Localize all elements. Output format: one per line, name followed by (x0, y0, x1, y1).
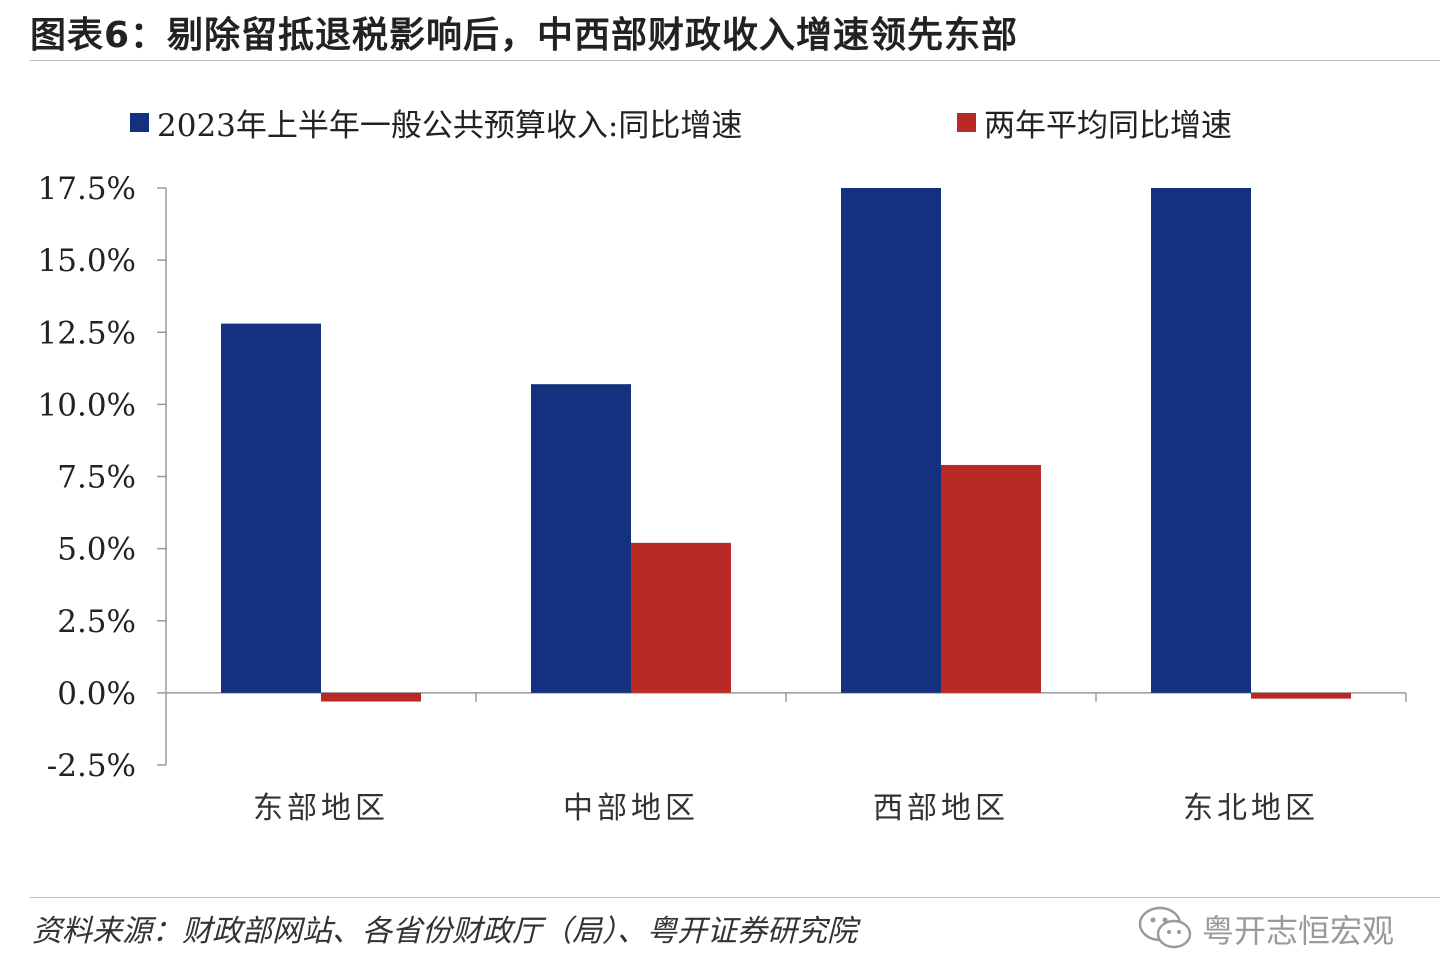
x-category-label: 东部地区 (253, 791, 389, 826)
bar-chart: 17.5% 15.0% 12.5% 10.0% 7.5% 5.0% 2.5% 0.0% -2.5… (38, 171, 1407, 826)
wechat-icon (1138, 906, 1192, 949)
legend-item-series-2: 两年平均同比增速 (957, 100, 1232, 144)
bar-series-1 (841, 188, 941, 693)
y-tick-label: -2.5% (47, 748, 136, 784)
bar-series-2 (1251, 692, 1351, 699)
legend-swatch-series-2 (957, 112, 976, 132)
x-category-label: 东北地区 (1183, 791, 1319, 826)
bar-series-1 (1151, 188, 1251, 693)
page-title: 图表6：剔除留抵退税影响后，中西部财政收入增速领先东部 (30, 15, 1019, 56)
x-category-label: 西部地区 (873, 791, 1009, 826)
y-tick-label: 12.5% (38, 315, 136, 351)
bar-series-1 (221, 323, 321, 693)
title-divider (30, 60, 1440, 61)
footer-divider (30, 897, 1440, 898)
bar-series-2 (941, 464, 1041, 693)
legend-label-series-1: 2023年上半年一般公共预算收入:同比增速 (157, 107, 743, 144)
y-tick-label: 5.0% (57, 532, 136, 568)
legend-swatch-series-1 (130, 112, 149, 132)
bar-series-1 (531, 384, 631, 693)
y-tick-label: 17.5% (38, 171, 136, 207)
y-tick-label: 7.5% (57, 460, 136, 496)
brand-watermark: 粤开志恒宏观 (1136, 904, 1394, 954)
y-tick-label: 15.0% (38, 243, 136, 279)
legend-label-series-2: 两年平均同比增速 (984, 107, 1232, 144)
x-category-label: 中部地区 (563, 791, 699, 826)
bar-series-2 (631, 542, 731, 693)
y-tick-label: 0.0% (57, 676, 136, 712)
brand-name: 粤开志恒宏观 (1202, 912, 1395, 950)
y-tick-label: 2.5% (57, 604, 136, 640)
source-note: 资料来源：财政部网站、各省份财政厅（局）、粤开证券研究院 (32, 914, 857, 949)
bar-series-2 (321, 692, 421, 702)
y-tick-label: 10.0% (38, 387, 136, 423)
legend-item-series-1: 2023年上半年一般公共预算收入:同比增速 (130, 100, 742, 144)
